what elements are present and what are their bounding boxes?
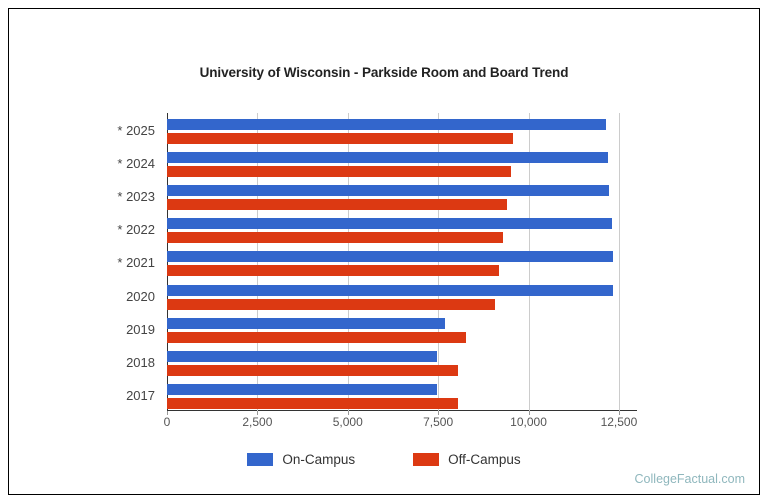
bar-on-campus[interactable] (167, 350, 437, 362)
bar-on-campus[interactable] (167, 383, 438, 395)
legend-swatch (413, 453, 440, 466)
x-tick-mark (257, 411, 259, 415)
bar-row: 2019 (126, 317, 637, 345)
bar-on-campus[interactable] (167, 152, 608, 164)
bar-off-campus[interactable] (167, 199, 507, 211)
bar-on-campus[interactable] (167, 317, 446, 329)
plot-wrapper: 0 2,500 5,000 7,500 10,000 12,500 * 2025 * 202… (117, 113, 637, 429)
x-tick-label: 2,500 (242, 415, 273, 429)
x-tick-mark (528, 411, 530, 415)
x-tick-mark (167, 411, 168, 415)
bar-row: * 2021 (117, 251, 637, 278)
category-label: 2019 (126, 321, 155, 337)
category-label: * 2023 (117, 189, 155, 205)
x-tick-label: 12,500 (600, 415, 638, 429)
legend-swatch (247, 453, 274, 466)
watermark-collegefactual: CollegeFactual.com (634, 472, 745, 486)
chart-legend: On-Campus Off-Campus (9, 452, 759, 467)
bar-off-campus[interactable] (167, 166, 511, 178)
chart-title: University of Wisconsin - Parkside Room … (199, 65, 569, 80)
bar-row: 2018 (126, 350, 637, 378)
category-label: * 2024 (117, 156, 155, 172)
bar-row: * 2023 (117, 185, 637, 212)
x-tick-mark (438, 411, 440, 415)
category-label: * 2022 (117, 222, 155, 238)
legend-item-on-campus[interactable]: On-Campus (247, 452, 355, 467)
category-label: 2018 (126, 354, 155, 370)
bar-row: * 2022 (117, 218, 637, 245)
x-tick-label: 10,000 (510, 415, 547, 429)
bar-on-campus[interactable] (167, 119, 606, 130)
x-tick-label: 5,000 (332, 415, 363, 429)
category-label: 2017 (126, 387, 155, 403)
x-tick-mark (347, 411, 349, 415)
x-tick-mark (618, 411, 620, 415)
bar-off-campus[interactable] (167, 397, 459, 409)
bar-on-campus[interactable] (167, 185, 610, 197)
bar-off-campus[interactable] (167, 298, 495, 310)
bar-on-campus[interactable] (167, 284, 613, 296)
category-label: 2020 (126, 288, 155, 304)
bar-row: * 2025 (117, 119, 637, 146)
gridline (618, 113, 620, 411)
category-label: * 2025 (117, 123, 155, 138)
bar-row: 2017 (126, 383, 637, 411)
bar-on-campus[interactable] (167, 251, 613, 263)
legend-label: Off-Campus (448, 452, 521, 467)
bar-off-campus[interactable] (167, 232, 503, 244)
x-tick-label: 0 (163, 415, 171, 429)
legend-label: On-Campus (282, 452, 356, 467)
bar-row: 2020 (126, 284, 637, 312)
bar-off-campus[interactable] (167, 133, 514, 144)
bar-on-campus[interactable] (167, 218, 612, 230)
bar-off-campus[interactable] (167, 364, 458, 376)
bar-off-campus[interactable] (167, 331, 466, 343)
bar-off-campus[interactable] (167, 265, 499, 277)
bar-row: * 2024 (117, 152, 637, 179)
category-label: * 2021 (117, 255, 155, 271)
chart-frame: University of Wisconsin - Parkside Room … (8, 8, 760, 495)
legend-item-off-campus[interactable]: Off-Campus (413, 452, 521, 467)
x-tick-label: 7,500 (423, 415, 454, 429)
